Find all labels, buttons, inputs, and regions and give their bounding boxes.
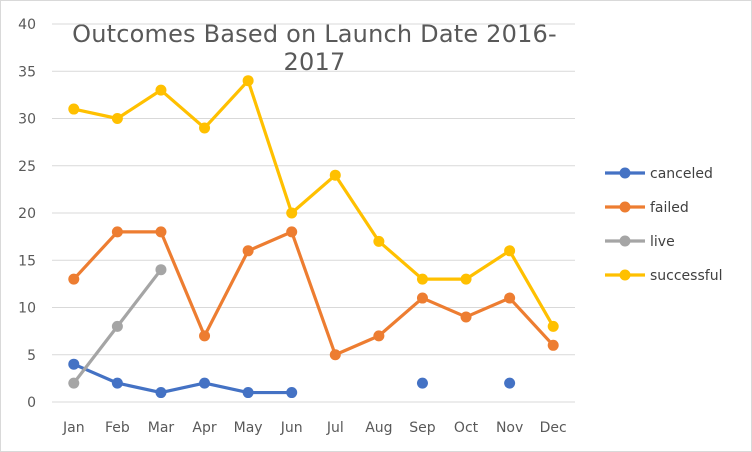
y-tick-label: 15: [18, 253, 36, 269]
x-tick-label: May: [234, 420, 263, 436]
data-point-canceled: [155, 387, 167, 399]
data-point-failed: [416, 292, 428, 304]
data-point-successful: [242, 75, 254, 87]
y-tick-label: 5: [27, 348, 36, 364]
legend-item-successful: successful: [605, 268, 722, 284]
data-point-live: [111, 320, 123, 332]
gridlines: [52, 23, 575, 403]
x-tick-label: Nov: [496, 420, 523, 436]
data-point-canceled: [199, 377, 211, 389]
data-point-failed: [242, 245, 254, 257]
series-line-successful: [72, 79, 555, 328]
data-point-successful: [111, 113, 123, 124]
data-point-canceled: [416, 377, 428, 389]
data-point-successful: [68, 103, 80, 115]
legend-label: live: [650, 234, 675, 250]
data-point-successful: [199, 122, 211, 134]
y-tick-label: 25: [18, 159, 36, 175]
series-live: [68, 264, 167, 389]
y-tick-label: 30: [18, 112, 36, 128]
data-point-failed: [547, 339, 559, 351]
data-point-canceled: [242, 387, 254, 399]
y-tick-label: 40: [18, 17, 36, 33]
data-point-canceled: [504, 377, 516, 389]
data-point-failed: [111, 226, 123, 238]
x-tick-label: Apr: [192, 420, 216, 436]
x-tick-label: Jun: [280, 420, 303, 436]
data-point-successful: [460, 273, 472, 285]
data-point-successful: [416, 273, 428, 285]
data-point-canceled: [68, 358, 80, 370]
data-point-live: [155, 264, 167, 276]
data-point-failed: [199, 330, 211, 342]
data-point-successful: [504, 245, 516, 257]
legend-item-canceled: canceled: [605, 166, 713, 182]
data-point-live: [68, 377, 80, 389]
legend-marker: [619, 167, 631, 179]
series-successful: [68, 75, 559, 332]
data-point-failed: [373, 330, 385, 342]
data-point-successful: [155, 84, 167, 96]
data-point-successful: [547, 320, 559, 332]
data-point-successful: [373, 235, 385, 247]
legend-marker: [619, 201, 631, 213]
series-failed: [68, 226, 559, 361]
x-tick-label: Oct: [454, 420, 479, 436]
legend: canceled failed live successful: [605, 166, 722, 284]
y-tick-label: 0: [27, 395, 36, 411]
legend-marker: [619, 269, 631, 281]
legend-item-live: live: [605, 234, 675, 250]
legend-label: successful: [650, 268, 722, 284]
y-tick-label: 35: [18, 64, 36, 80]
x-tick-label: Feb: [105, 420, 130, 436]
data-point-canceled: [111, 377, 123, 389]
series-canceled: [68, 358, 516, 399]
x-tick-label: Jul: [326, 420, 344, 436]
data-point-failed: [286, 226, 298, 238]
x-tick-label: Aug: [365, 420, 392, 436]
x-axis-ticks: Jan Feb Mar Apr May Jun Jul Aug Sep Oct Nov Dec: [62, 420, 567, 436]
series-lines: [68, 75, 559, 399]
data-point-failed: [460, 311, 472, 323]
data-point-failed: [329, 349, 341, 361]
legend-item-failed: failed: [605, 200, 689, 216]
x-tick-label: Mar: [148, 420, 175, 436]
legend-label: failed: [650, 200, 689, 216]
data-point-failed: [155, 226, 167, 238]
legend-marker: [619, 235, 631, 247]
data-point-failed: [504, 292, 516, 304]
data-point-failed: [68, 273, 80, 285]
series-line-canceled: [72, 362, 294, 395]
x-tick-label: Dec: [540, 420, 567, 436]
y-axis-ticks: 0 5 10 15 20 25 30 35 40: [18, 17, 36, 411]
data-point-successful: [286, 207, 298, 219]
y-tick-label: 20: [18, 206, 36, 222]
x-tick-label: Sep: [409, 420, 436, 436]
series-line-failed: [72, 230, 555, 357]
y-tick-label: 10: [18, 301, 36, 317]
data-point-successful: [329, 169, 341, 181]
x-tick-label: Jan: [62, 420, 85, 436]
legend-label: canceled: [650, 166, 713, 182]
data-point-canceled: [286, 387, 298, 399]
